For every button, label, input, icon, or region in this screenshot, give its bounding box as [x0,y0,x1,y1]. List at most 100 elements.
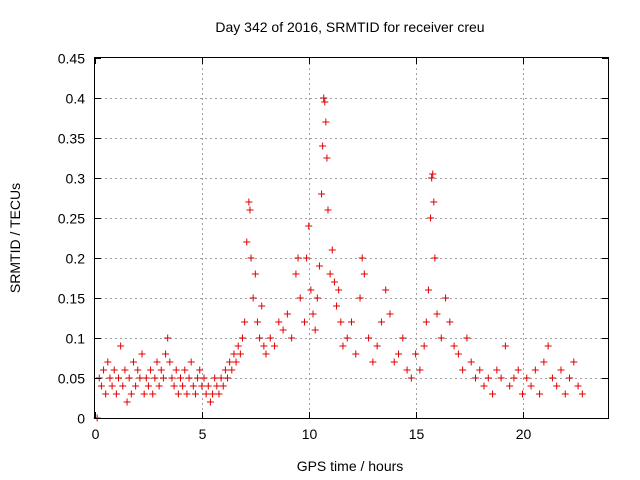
data-point [166,358,174,366]
data-point [320,94,328,102]
data-point [230,350,238,358]
data-point [311,326,319,334]
data-point [373,342,381,350]
data-point [266,334,274,342]
data-point [412,350,420,358]
data-point [527,382,535,390]
data-point [200,374,208,382]
data-point [110,366,118,374]
data-point [369,358,377,366]
data-point [324,206,332,214]
data-point [275,318,283,326]
x-tick-label: 20 [516,426,532,442]
data-point [215,390,223,398]
data-point [333,302,341,310]
data-point [536,390,544,398]
data-point [544,342,552,350]
data-point [296,294,304,302]
plot-frame [94,57,609,419]
data-point [209,390,217,398]
data-point [236,350,244,358]
data-point [132,382,140,390]
y-tick-label: 0.15 [58,291,85,307]
data-point [246,206,254,214]
data-point [497,374,505,382]
data-point [144,382,152,390]
data-point [202,390,210,398]
data-point [343,334,351,342]
data-point [247,254,255,262]
data-point [194,374,202,382]
data-point [326,270,334,278]
data-point [360,270,368,278]
data-point [134,366,142,374]
data-point [386,310,394,318]
data-point [493,366,501,374]
data-point [480,382,488,390]
data-point [168,374,176,382]
data-point [162,350,170,358]
data-point [136,374,144,382]
data-point [181,366,189,374]
data-point [476,366,484,374]
data-point [442,294,450,302]
data-point [514,366,522,374]
data-point [187,358,195,366]
data-point [318,190,326,198]
data-point [348,318,355,326]
data-point [226,358,234,366]
data-point [104,358,112,366]
data-point [189,382,197,390]
data-point [294,254,302,262]
data-point [119,382,127,390]
data-point [489,390,497,398]
data-point [174,390,182,398]
data-point [300,318,308,326]
data-point [151,374,159,382]
data-point [553,382,561,390]
data-point [204,382,212,390]
x-tick-label: 15 [409,426,425,442]
y-tick-label: 0.45 [58,51,85,67]
data-point [416,366,424,374]
data-point [427,214,435,222]
data-point [352,350,360,358]
data-point [164,334,172,342]
data-point [431,254,439,262]
data-point [191,390,199,398]
data-point [429,170,437,178]
data-point [249,294,257,302]
data-point [548,374,556,382]
data-point [437,334,445,342]
data-point [450,342,458,350]
data-point [307,286,315,294]
y-tick-label: 0.25 [58,211,85,227]
data-point [407,374,415,382]
y-tick-label: 0.05 [58,371,85,387]
data-point [319,142,327,150]
y-tick-label: 0.1 [66,331,86,347]
data-point [403,366,411,374]
data-point [97,382,105,390]
data-point [262,350,270,358]
data-point [322,118,330,126]
data-point [339,342,347,350]
data-point [224,374,232,382]
data-point [183,390,191,398]
data-point [335,286,343,294]
y-tick-label: 0 [77,411,85,427]
data-point [506,382,514,390]
data-point [358,254,366,262]
data-point [540,358,548,366]
data-point [420,342,428,350]
data-point [519,390,526,398]
data-point [256,334,264,342]
data-point [127,390,135,398]
y-tick-label: 0.35 [58,131,85,147]
data-point [446,318,454,326]
data-point [241,318,249,326]
data-point [196,366,204,374]
data-point [523,374,531,382]
data-point [149,390,157,398]
